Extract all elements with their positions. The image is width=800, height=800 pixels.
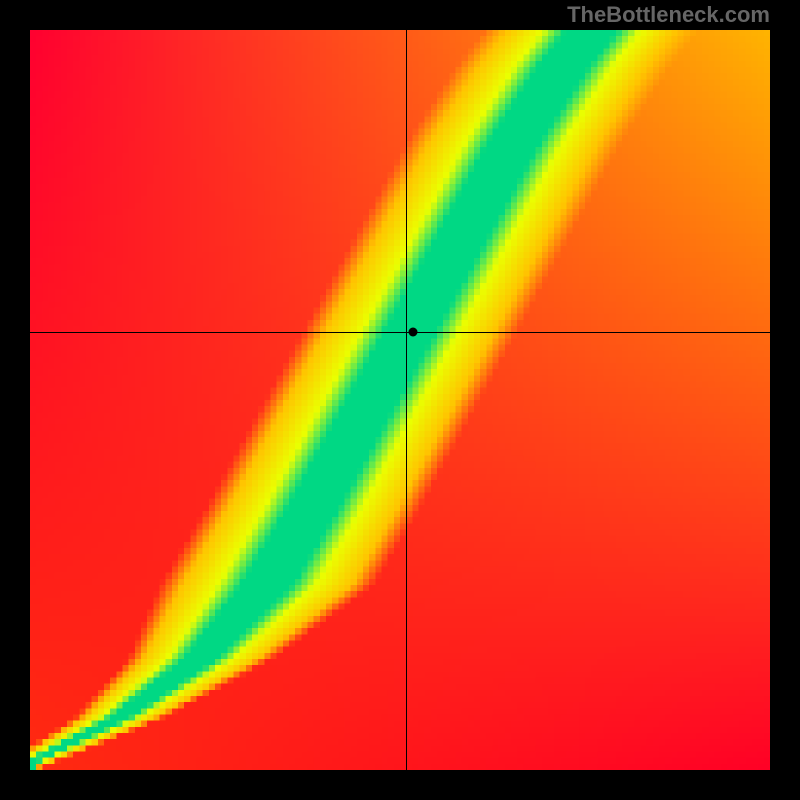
chart-container: TheBottleneck.com [0,0,800,800]
heatmap-canvas [30,30,770,770]
crosshair-horizontal [30,332,770,333]
crosshair-vertical [406,30,407,770]
watermark-text: TheBottleneck.com [567,2,770,28]
plot-area [30,30,770,770]
crosshair-marker [408,327,417,336]
